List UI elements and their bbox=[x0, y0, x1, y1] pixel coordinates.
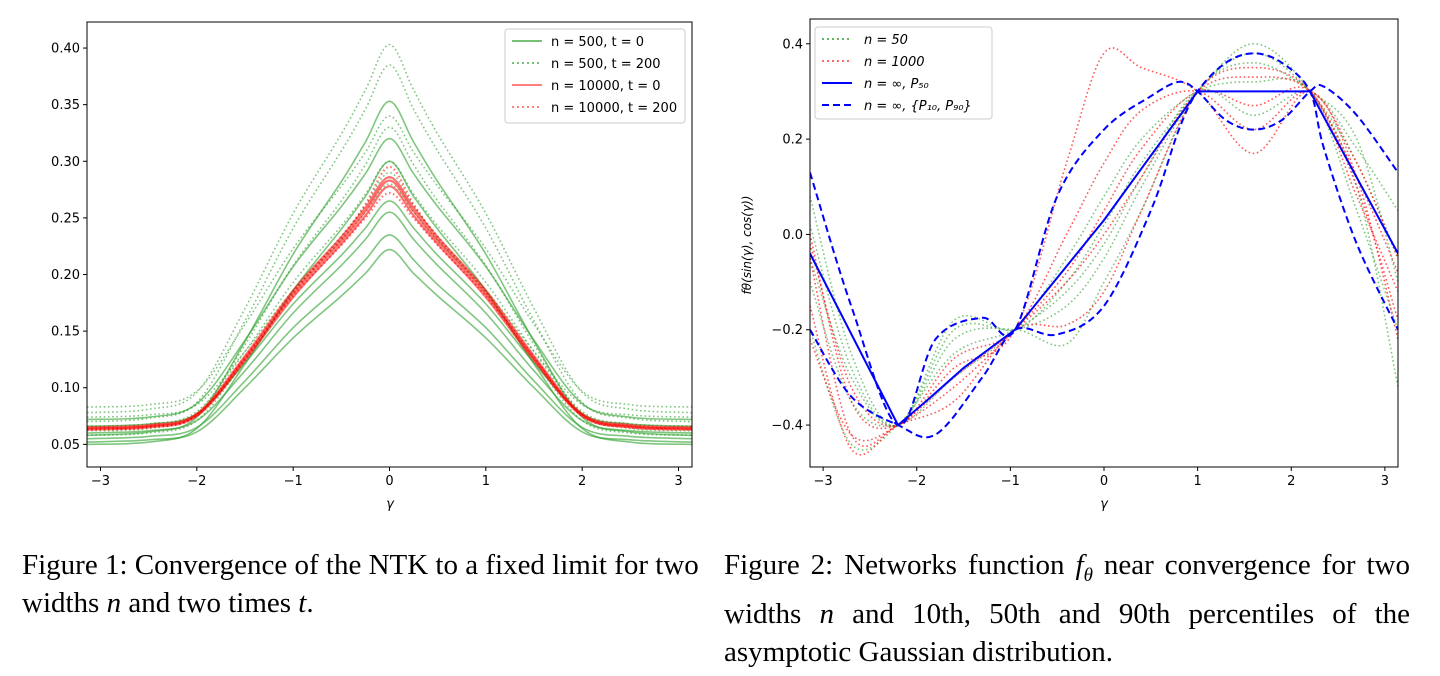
series-line-n-1000 bbox=[810, 47, 1398, 430]
legend-label: n = 10000, t = 0 bbox=[551, 79, 661, 94]
y-tick-label: 0.2 bbox=[782, 133, 803, 148]
series-line-n-500-t-0 bbox=[87, 211, 692, 434]
x-tick-label: 3 bbox=[674, 474, 682, 489]
series-line-n-50 bbox=[810, 61, 1398, 427]
legend-label: n = 50 bbox=[864, 33, 908, 48]
y-tick-label: 0.25 bbox=[51, 211, 80, 226]
series-line-n-10000-t-0 bbox=[87, 175, 692, 429]
caption-text: . bbox=[306, 587, 314, 619]
series-line-n-1000 bbox=[810, 76, 1398, 442]
caption-text: Figure 2: Networks function bbox=[724, 549, 1076, 581]
series-lines bbox=[87, 43, 692, 446]
series-line-n-500-t-200 bbox=[87, 126, 692, 432]
figure1-xlabel: γ bbox=[386, 497, 395, 512]
series-line-n-p-p- bbox=[810, 52, 1398, 439]
series-line-n-50 bbox=[810, 52, 1398, 427]
caption-text: and 10th, 50th and 90th percentiles of t… bbox=[724, 597, 1411, 668]
y-tick-label: 0.10 bbox=[51, 381, 80, 396]
series-line-n-500-t-0 bbox=[87, 137, 692, 421]
series-line-n-500-t-200 bbox=[87, 64, 692, 423]
caption-math: n bbox=[819, 597, 835, 630]
series-line-n-500-t-200 bbox=[87, 160, 692, 427]
legend-label: n = ∞, P₅₀ bbox=[864, 77, 930, 92]
series-line-n-500-t-0 bbox=[87, 160, 692, 446]
caption-math: n bbox=[106, 587, 122, 619]
series-line-n-10000-t-200 bbox=[87, 191, 692, 431]
caption-math: t bbox=[298, 587, 307, 619]
figure2-legend: n = 50 n = 1000 n = ∞, P₅₀ n = ∞, {P₁₀, … bbox=[814, 26, 993, 120]
x-tick-label: −1 bbox=[284, 474, 303, 489]
y-tick-label: 0.4 bbox=[782, 37, 803, 52]
series-lines bbox=[810, 42, 1398, 456]
series-line-n-500-t-200 bbox=[87, 183, 692, 418]
x-tick-label: 1 bbox=[482, 474, 490, 489]
series-line-n-500-t-0 bbox=[87, 234, 692, 440]
y-tick-label: 0.40 bbox=[51, 42, 80, 57]
x-tick-label: 3 bbox=[1381, 474, 1389, 489]
series-line-n-p- bbox=[810, 90, 1398, 427]
series-line-n-1000 bbox=[810, 86, 1398, 448]
x-tick-label: 0 bbox=[385, 474, 393, 489]
caption-math: f bbox=[1075, 549, 1084, 581]
caption-text: Figure 1: Convergence of the NTK to a fi… bbox=[22, 549, 699, 619]
figure2-xlabel: γ bbox=[1100, 497, 1109, 512]
y-tick-label: 0.30 bbox=[51, 155, 80, 170]
caption-text: near convergence for two widths bbox=[724, 549, 1410, 630]
legend-label: n = ∞, {P₁₀, P₉₀} bbox=[864, 99, 972, 114]
y-tick-label: 0.0 bbox=[782, 228, 803, 243]
y-tick-label: −0.2 bbox=[771, 323, 803, 338]
caption-math: θ bbox=[1083, 564, 1093, 586]
figure2-plot: −3 −2 −1 0 1 2 3 −0.4 −0.2 0.0 0.2 0.4 bbox=[771, 18, 1399, 489]
x-tick-label: −3 bbox=[91, 474, 110, 489]
caption-text: and two times bbox=[121, 587, 299, 619]
y-tick-label: 0.05 bbox=[51, 438, 80, 453]
series-line-n-10000-t-200 bbox=[87, 165, 692, 430]
series-line-n-1000 bbox=[810, 90, 1398, 427]
series-line-n-10000-t-0 bbox=[87, 179, 692, 430]
series-line-n-500-t-0 bbox=[87, 248, 692, 443]
legend-label: n = 10000, t = 200 bbox=[551, 101, 677, 116]
figure1-legend: n = 500, t = 0 n = 500, t = 200 n = 1000… bbox=[504, 28, 686, 124]
series-line-n-10000-t-0 bbox=[87, 185, 692, 431]
figure2-caption: Figure 2: Networks function fθ near conv… bbox=[724, 546, 1410, 671]
figure1-plot: −3 −2 −1 0 1 2 3 0.05 0.10 0.15 0.20 0.25 0.30 0.35 0.… bbox=[51, 21, 693, 489]
x-tick-label: −3 bbox=[814, 474, 833, 489]
legend-label: n = 500, t = 200 bbox=[551, 57, 661, 72]
x-tick-label: −2 bbox=[187, 474, 206, 489]
legend-label: n = 500, t = 0 bbox=[551, 35, 644, 50]
figure1-caption: Figure 1: Convergence of the NTK to a fi… bbox=[22, 546, 722, 622]
series-line-n-500-t-200 bbox=[87, 115, 692, 408]
x-tick-label: 0 bbox=[1100, 474, 1108, 489]
series-line-n-500-t-0 bbox=[87, 100, 692, 437]
figure2-ylabel: fθ(sin(γ), cos(γ)) bbox=[740, 196, 754, 295]
series-line-n-p-p- bbox=[810, 80, 1398, 427]
x-tick-label: 2 bbox=[578, 474, 586, 489]
y-tick-label: 0.15 bbox=[51, 325, 80, 340]
series-line-n-500-t-200 bbox=[87, 171, 692, 437]
x-tick-label: 2 bbox=[1287, 474, 1295, 489]
series-line-n-500-t-200 bbox=[87, 43, 692, 414]
legend-label: n = 1000 bbox=[864, 55, 924, 70]
x-tick-label: −1 bbox=[1001, 474, 1020, 489]
series-line-n-1000 bbox=[810, 66, 1398, 456]
y-tick-label: −0.4 bbox=[771, 419, 803, 434]
series-line-n-50 bbox=[810, 42, 1398, 427]
x-tick-label: 1 bbox=[1193, 474, 1201, 489]
series-line-n-50 bbox=[810, 88, 1398, 451]
y-tick-label: 0.20 bbox=[51, 268, 80, 283]
x-tick-label: −2 bbox=[907, 474, 926, 489]
y-tick-label: 0.35 bbox=[51, 98, 80, 113]
